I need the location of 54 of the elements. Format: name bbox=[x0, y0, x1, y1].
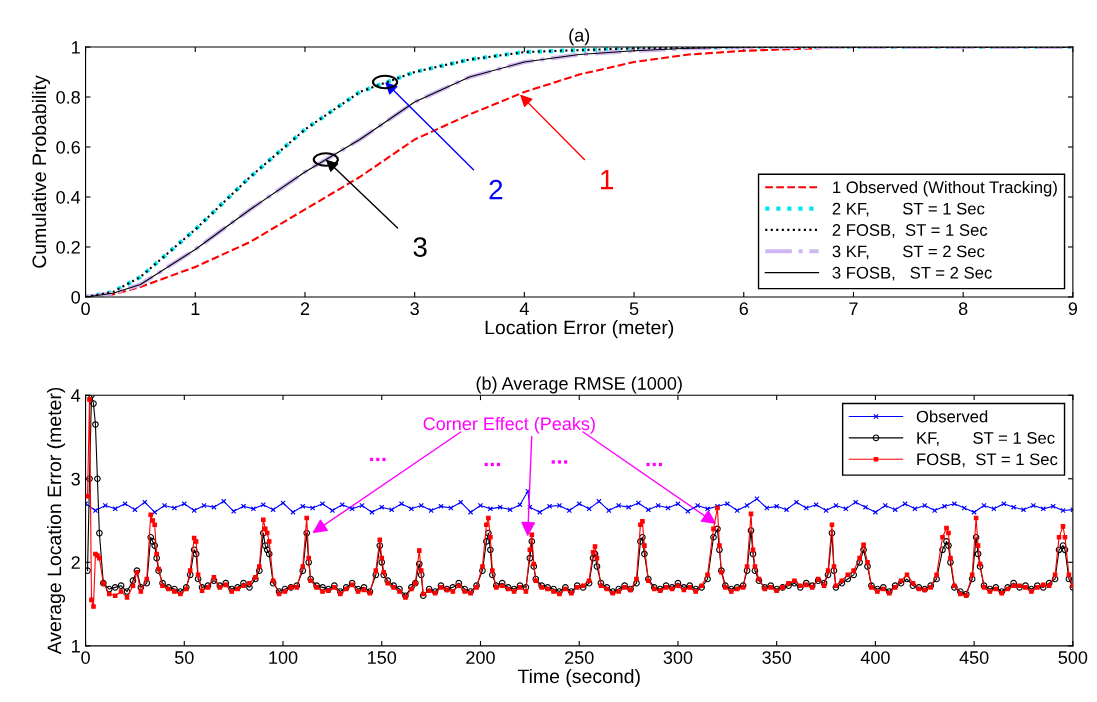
x-tick-label: 400 bbox=[860, 651, 890, 664]
x-tick-label: 500 bbox=[1058, 651, 1088, 664]
y-axis-title: Average Location Error (meter) bbox=[46, 387, 66, 655]
annotation: ... bbox=[484, 462, 501, 467]
x-tick-label: 0 bbox=[81, 651, 90, 664]
x-tick-label: 100 bbox=[269, 651, 298, 664]
x-tick-label: 1 bbox=[191, 302, 200, 315]
annotation: 3 bbox=[413, 237, 427, 257]
annotation: ... bbox=[370, 457, 386, 462]
x-tick-label: 3 bbox=[410, 302, 419, 316]
x-tick-label: 5 bbox=[629, 302, 639, 316]
x-tick-label: 250 bbox=[565, 651, 594, 664]
line-series bbox=[85, 47, 1073, 297]
annotation: Corner Effect (Peaks) bbox=[423, 416, 595, 434]
x-tick-label: 9 bbox=[1068, 302, 1078, 316]
x-tick-label: 7 bbox=[849, 302, 858, 315]
legend-label: 1 Observed (Without Tracking) bbox=[833, 180, 1057, 197]
x-axis-title: Time (second) bbox=[517, 668, 640, 688]
legend-label: 3 KF, ST = 2 Sec bbox=[832, 245, 985, 260]
annotation: ... bbox=[646, 462, 662, 467]
legend-label: Observed bbox=[916, 410, 988, 423]
x-tick-label: 50 bbox=[174, 651, 194, 664]
y-tick-label: 0.4 bbox=[56, 190, 81, 204]
chart-title: (b) Average RMSE (1000) bbox=[476, 376, 682, 394]
annotation: ... bbox=[551, 460, 568, 464]
x-tick-label: 0 bbox=[81, 302, 90, 316]
x-tick-label: 2 bbox=[300, 302, 310, 315]
x-tick-label: 4 bbox=[519, 302, 529, 315]
x-axis-title: Location Error (meter) bbox=[485, 320, 674, 339]
x-tick-label: 450 bbox=[959, 651, 989, 664]
y-axis-title: Cumulative Probability bbox=[31, 75, 51, 268]
x-tick-label: 6 bbox=[739, 302, 748, 316]
y-tick-label: 1 bbox=[72, 639, 80, 653]
y-tick-label: 0.8 bbox=[56, 90, 80, 104]
legend-label: 2 FOSB, ST = 1 Sec bbox=[832, 224, 988, 238]
x-tick-label: 150 bbox=[368, 651, 397, 664]
legend-label: KF, ST = 1 Sec bbox=[917, 432, 1055, 446]
x-tick-label: 300 bbox=[663, 651, 693, 664]
y-tick-label: 2 bbox=[71, 556, 80, 569]
y-tick-label: 0 bbox=[71, 290, 80, 304]
y-tick-label: 0.6 bbox=[56, 140, 80, 154]
y-tick-label: 3 bbox=[71, 472, 80, 486]
x-tick-label: 350 bbox=[762, 651, 792, 664]
y-tick-label: 4 bbox=[71, 389, 81, 402]
x-tick-label: 200 bbox=[466, 651, 495, 664]
annotation: 1 bbox=[601, 170, 614, 190]
x-tick-label: 8 bbox=[958, 302, 968, 316]
legend-label: FOSB, ST = 1 Sec bbox=[917, 453, 1058, 468]
chart-title: (a) bbox=[569, 28, 590, 46]
annotation: 2 bbox=[489, 179, 503, 200]
legend-label: 2 KF, ST = 1 Sec bbox=[832, 202, 985, 217]
legend-label: 3 FOSB, ST = 2 Sec bbox=[832, 266, 992, 281]
y-tick-label: 1 bbox=[72, 41, 80, 54]
y-tick-label: 0.2 bbox=[56, 240, 80, 254]
